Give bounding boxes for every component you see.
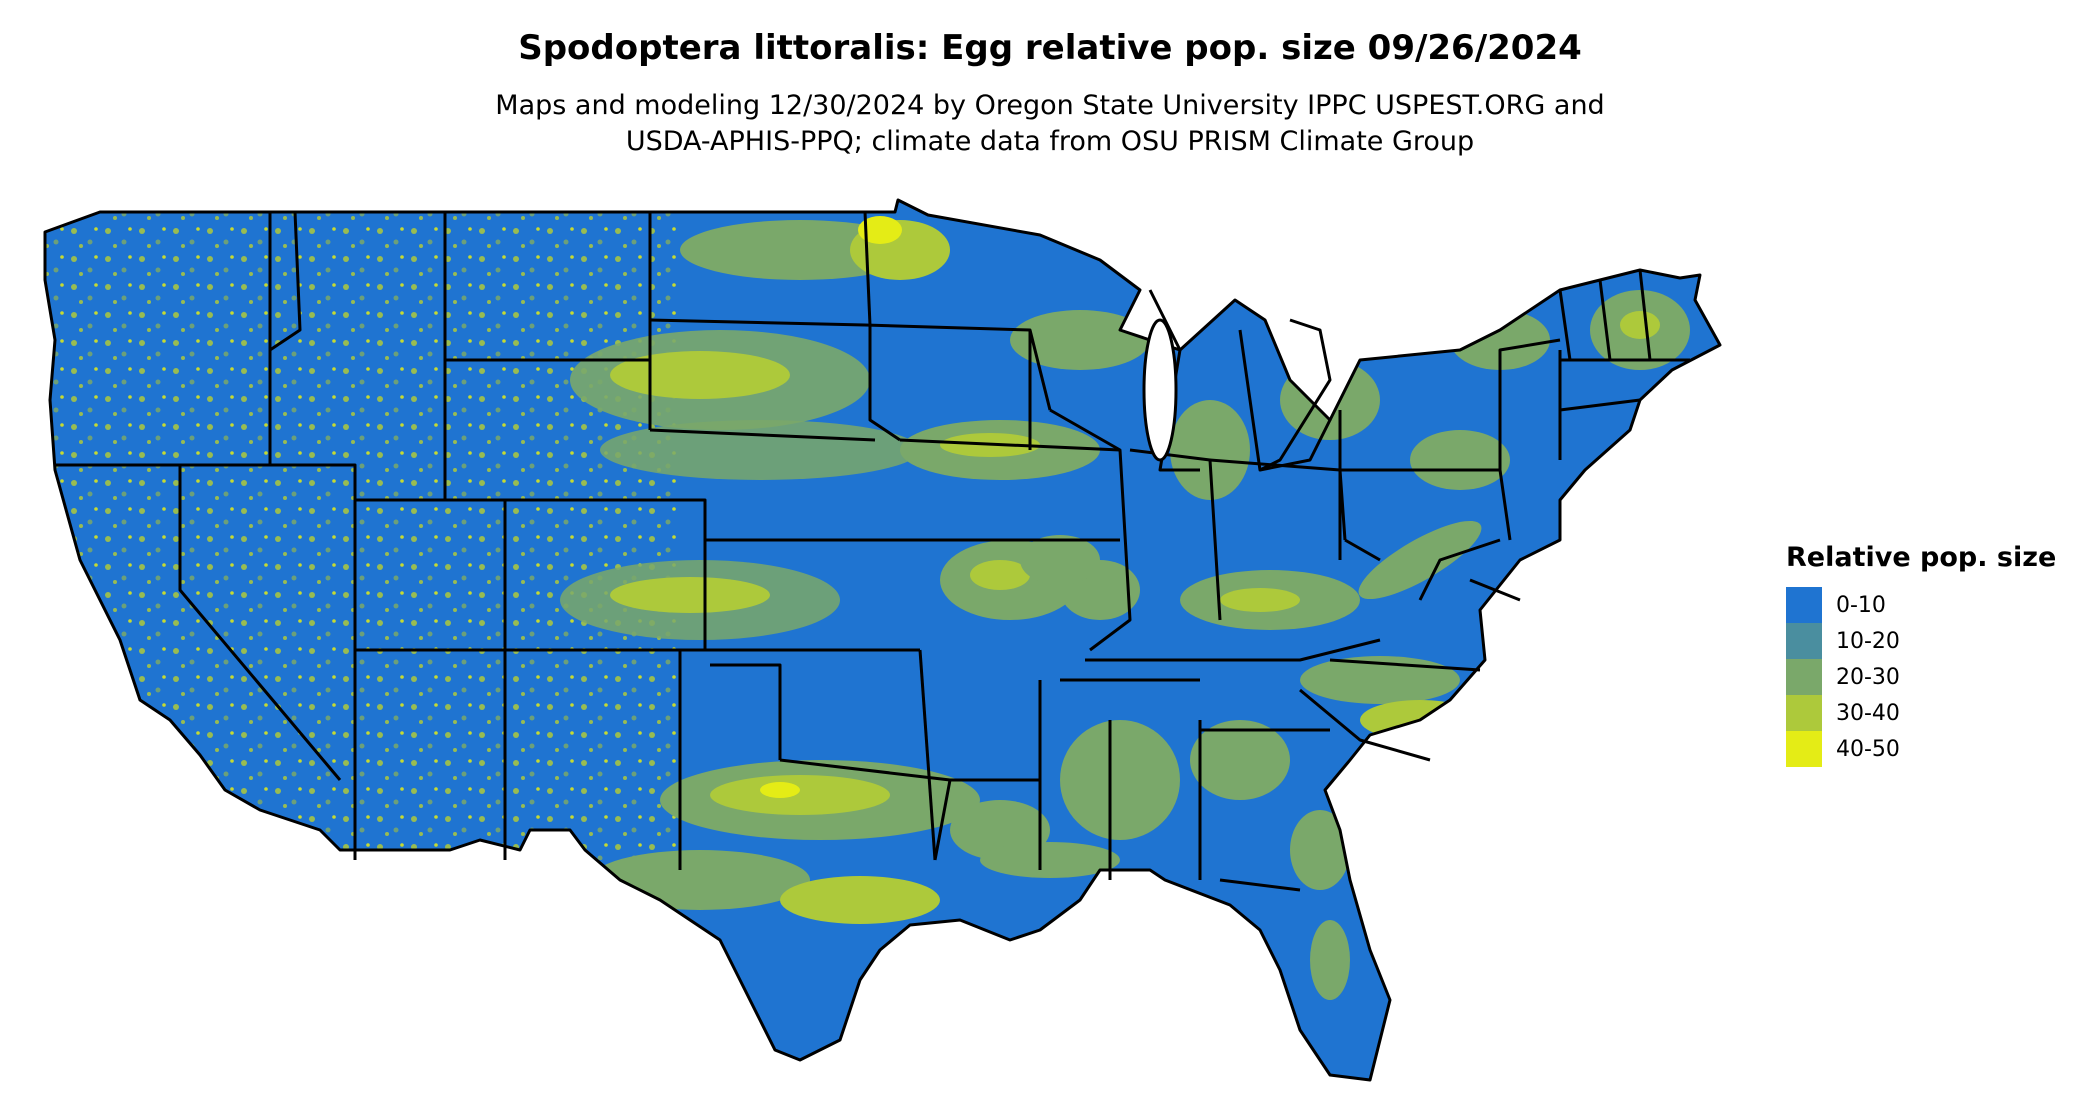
legend-label: 10-20 [1836,628,1900,654]
legend-title: Relative pop. size [1786,542,2057,573]
legend: Relative pop. size 0-10 10-20 20-30 30-4… [1786,542,2056,767]
legend-swatch [1786,623,1822,659]
legend-item: 0-10 [1786,587,2056,623]
map-title: Spodoptera littoralis: Egg relative pop.… [518,28,1582,68]
legend-item: 30-40 [1786,695,2056,731]
map-subtitle-line-2: USDA-APHIS-PPQ; climate data from OSU PR… [625,126,1475,157]
state-borders [43,198,1722,1082]
legend-item: 40-50 [1786,731,2056,767]
legend-swatch [1786,659,1822,695]
legend-label: 30-40 [1836,700,1900,726]
legend-item: 20-30 [1786,659,2056,695]
legend-item: 10-20 [1786,623,2056,659]
legend-swatch [1786,587,1822,623]
map-subtitle-line-1: Maps and modeling 12/30/2024 by Oregon S… [495,90,1605,121]
legend-label: 20-30 [1836,664,1900,690]
pop-size-raster [45,200,1720,1080]
legend-label: 0-10 [1836,592,1886,618]
legend-swatch [1786,731,1822,767]
legend-swatch [1786,695,1822,731]
legend-label: 40-50 [1836,736,1900,762]
